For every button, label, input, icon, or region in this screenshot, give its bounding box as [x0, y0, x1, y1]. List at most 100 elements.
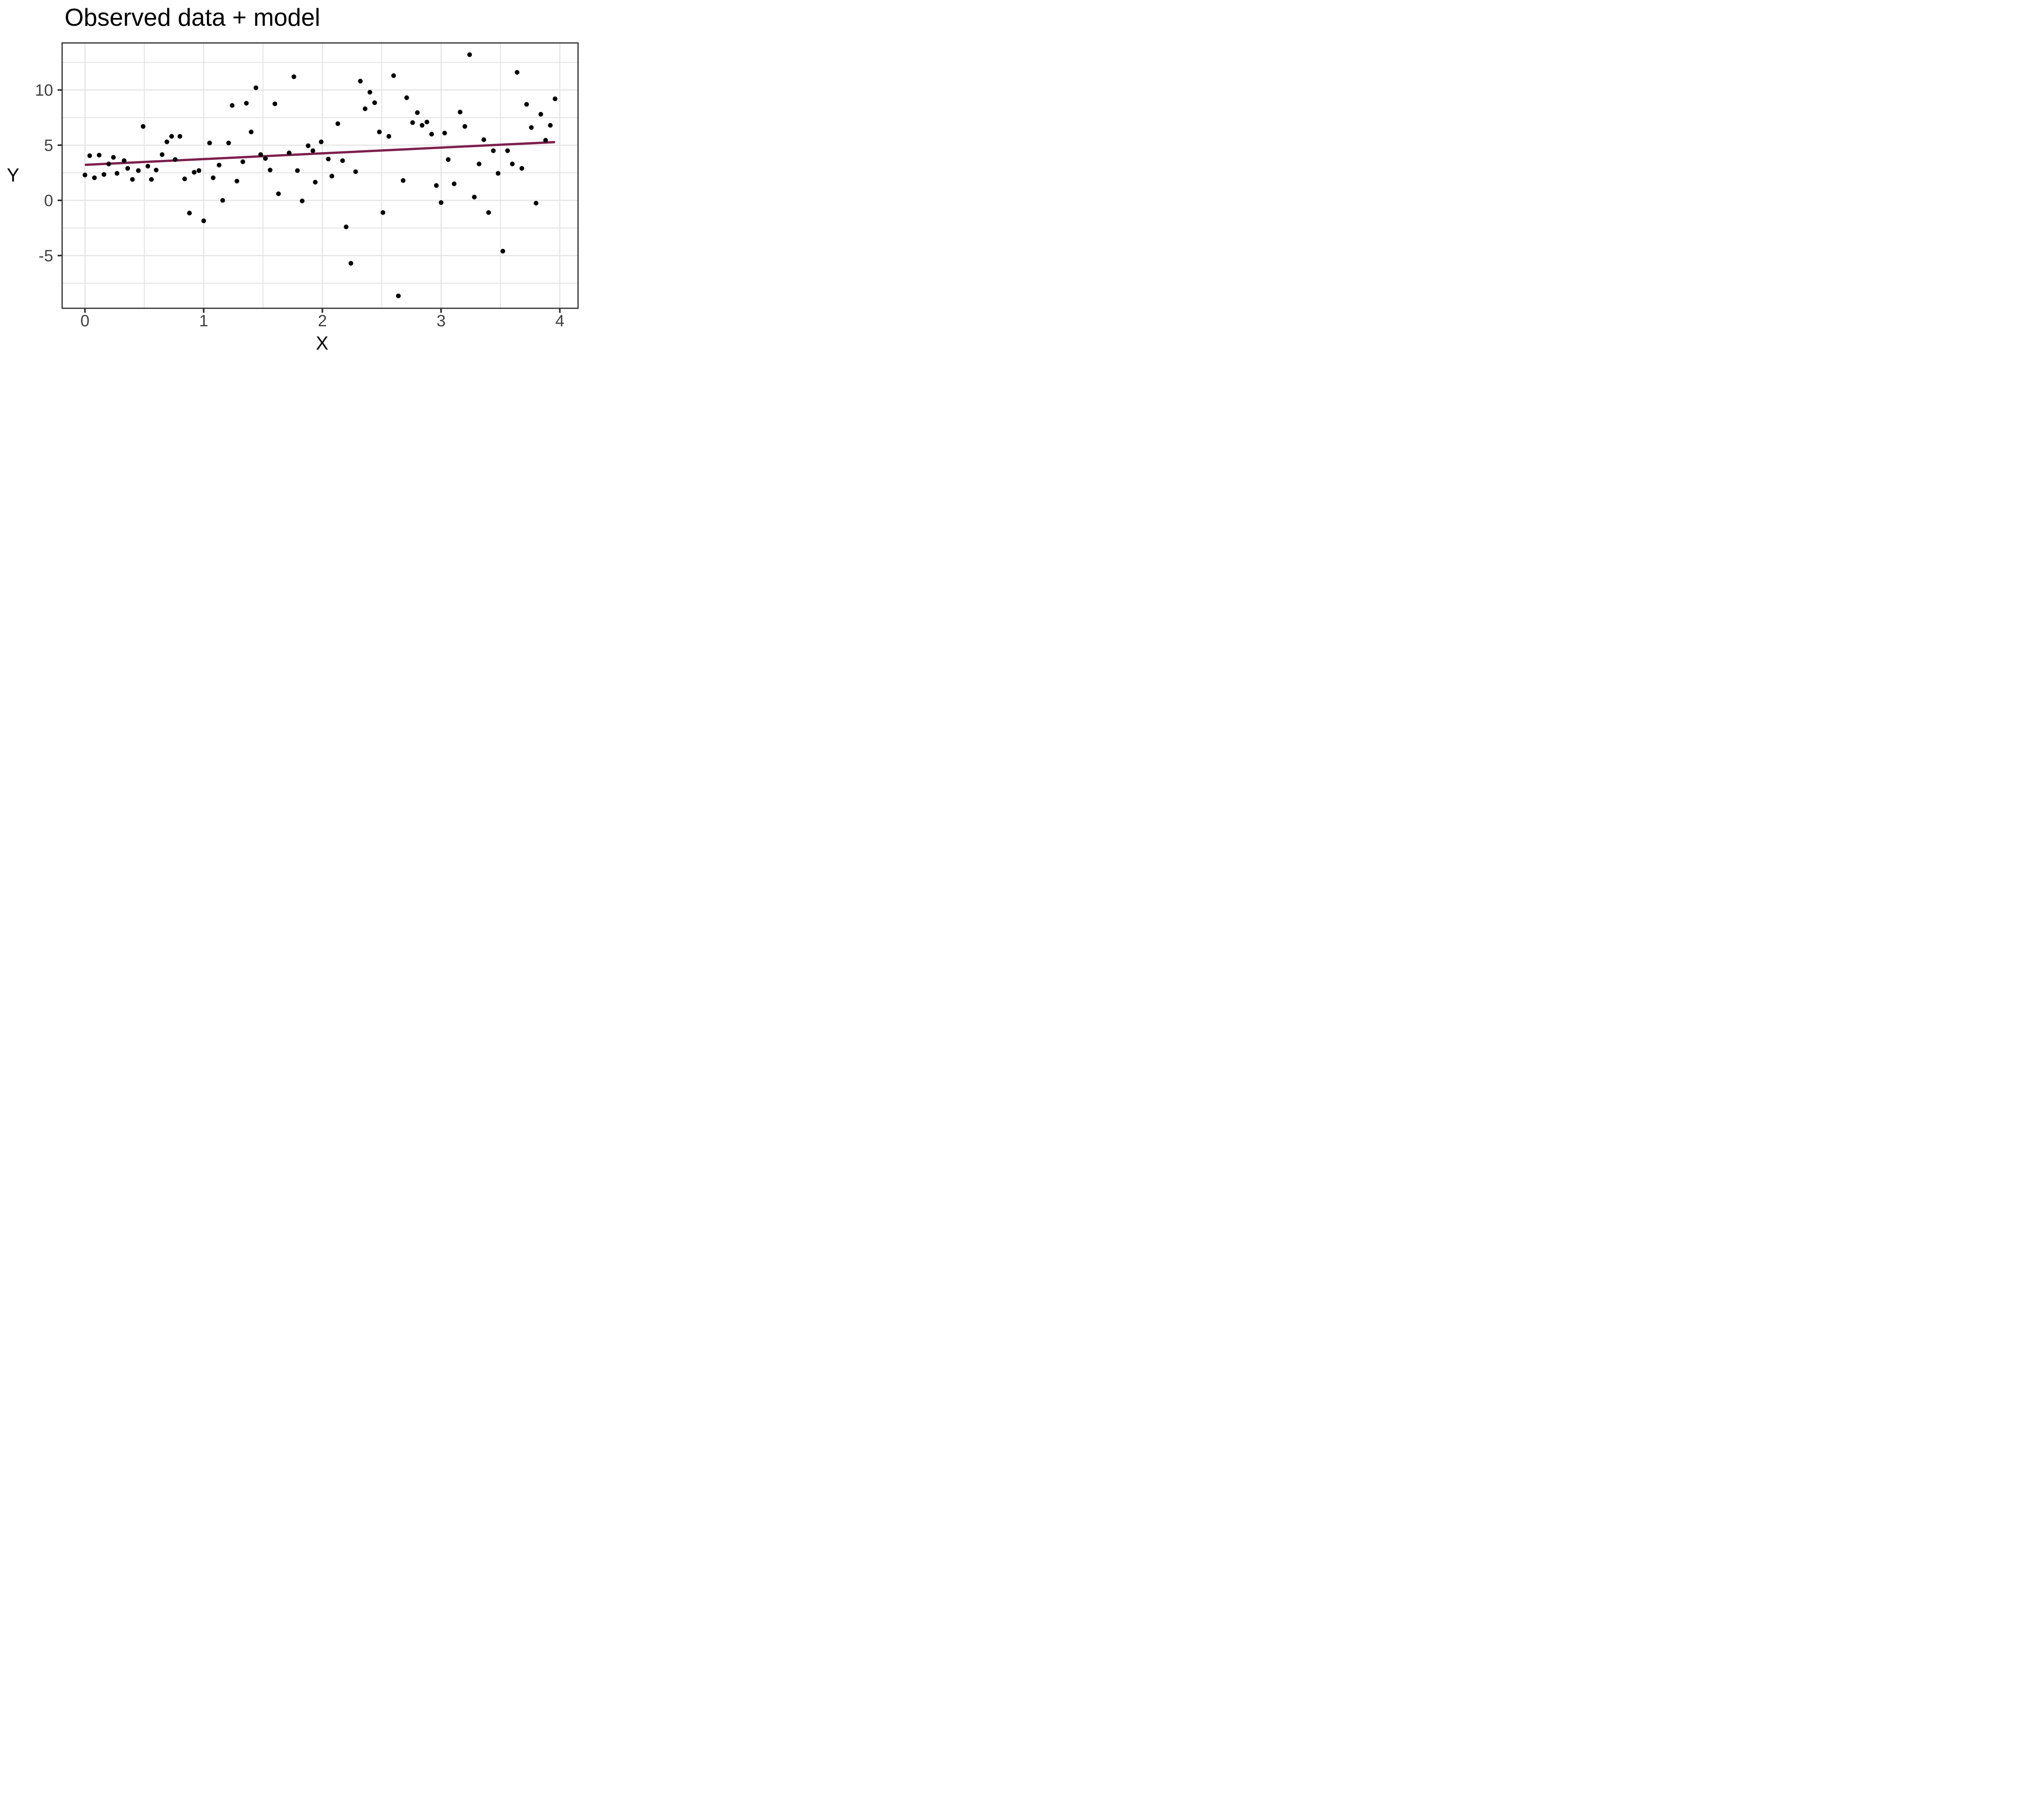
- data-point: [240, 159, 245, 164]
- data-point: [101, 172, 106, 177]
- data-point: [268, 168, 273, 173]
- x-tick-label: 1: [199, 312, 208, 330]
- data-point: [391, 73, 396, 78]
- data-point: [310, 148, 316, 153]
- data-point: [529, 125, 534, 130]
- data-point: [500, 249, 505, 253]
- data-point: [300, 198, 305, 204]
- data-point: [344, 224, 349, 229]
- data-point: [326, 157, 331, 161]
- data-point: [486, 210, 491, 215]
- data-point: [368, 90, 372, 95]
- data-point: [396, 294, 401, 298]
- data-point: [276, 191, 281, 196]
- panel-background: [62, 43, 578, 308]
- data-point: [182, 176, 187, 182]
- data-point: [306, 143, 311, 148]
- figure: Observed data + model 0 1 2 3 4 10 5 0 -5 X Y: [0, 0, 589, 364]
- data-point: [553, 96, 558, 101]
- model-line: [85, 141, 555, 166]
- data-point: [159, 152, 165, 157]
- data-point: [187, 211, 192, 215]
- x-axis-title: X: [316, 332, 329, 354]
- data-point: [446, 157, 451, 162]
- data-point: [429, 132, 434, 137]
- y-tick-label: 10: [35, 81, 54, 99]
- data-point: [415, 110, 420, 115]
- y-axis-title: Y: [7, 164, 20, 186]
- data-point: [291, 74, 296, 79]
- data-point: [524, 102, 529, 107]
- data-point: [335, 121, 341, 126]
- data-point: [196, 168, 202, 173]
- data-point: [125, 166, 130, 171]
- data-point: [548, 123, 553, 128]
- data-point: [164, 139, 169, 144]
- data-point: [263, 156, 268, 161]
- data-point: [505, 148, 510, 153]
- y-tick-label: 0: [44, 192, 53, 210]
- data-point: [226, 141, 231, 146]
- data-point: [253, 85, 258, 90]
- data-point: [217, 163, 222, 168]
- data-point: [146, 164, 150, 169]
- data-point: [491, 148, 496, 153]
- data-point: [386, 134, 391, 139]
- data-point: [439, 200, 444, 205]
- data-point: [353, 169, 358, 174]
- data-point: [533, 201, 539, 206]
- data-point: [410, 120, 415, 125]
- data-point: [234, 179, 240, 184]
- data-point: [472, 195, 477, 200]
- data-point: [244, 101, 249, 106]
- data-point: [401, 178, 406, 183]
- data-point: [111, 155, 116, 160]
- data-point: [96, 153, 102, 158]
- data-point: [220, 198, 225, 203]
- x-tick-label: 4: [555, 312, 564, 330]
- data-point: [481, 137, 486, 142]
- x-tick-label: 3: [437, 312, 446, 330]
- data-point: [272, 101, 278, 106]
- data-point: [519, 166, 524, 171]
- data-point: [211, 175, 216, 180]
- data-point: [348, 261, 353, 266]
- data-point: [424, 119, 429, 125]
- data-point: [121, 158, 127, 163]
- data-point: [404, 95, 409, 100]
- data-point: [457, 110, 463, 114]
- data-point: [87, 153, 92, 158]
- data-point: [363, 106, 368, 111]
- chart-title: Observed data + model: [65, 4, 320, 31]
- data-point: [130, 177, 135, 182]
- data-point: [452, 181, 457, 186]
- data-point: [154, 168, 159, 173]
- data-point: [329, 174, 334, 179]
- data-point: [543, 138, 548, 143]
- data-point: [372, 100, 377, 105]
- data-point: [258, 152, 263, 157]
- data-point: [287, 150, 291, 155]
- data-point: [419, 123, 425, 128]
- data-point: [295, 168, 300, 173]
- x-tick-label: 0: [81, 312, 90, 330]
- data-point: [515, 70, 520, 75]
- data-point: [477, 161, 482, 166]
- data-point: [249, 130, 254, 135]
- data-point: [201, 218, 206, 223]
- data-point: [106, 161, 111, 166]
- data-point: [358, 79, 363, 84]
- panel-border: [61, 42, 579, 309]
- data-point: [149, 177, 154, 182]
- data-point: [114, 171, 119, 176]
- data-point: [313, 179, 318, 185]
- data-point: [207, 141, 212, 146]
- data-point: [319, 139, 324, 144]
- data-point: [192, 170, 197, 175]
- data-point: [538, 112, 543, 117]
- data-point: [462, 124, 467, 129]
- data-point: [177, 134, 182, 139]
- data-point: [340, 158, 345, 163]
- data-point: [381, 210, 385, 215]
- data-point: [173, 157, 178, 162]
